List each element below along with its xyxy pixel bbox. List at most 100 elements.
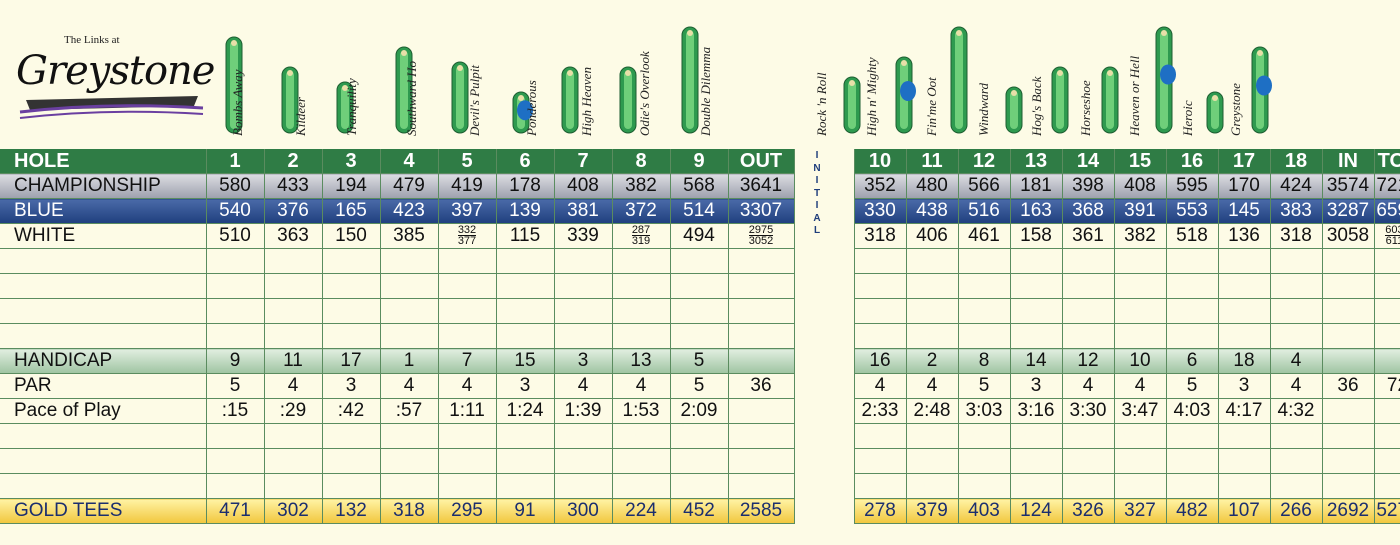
- hole-name: Bombs Away: [230, 69, 245, 136]
- hole-name: Fin'me Oot: [924, 77, 939, 136]
- score-cell: [958, 448, 1011, 474]
- score-cell: 318: [1270, 223, 1323, 249]
- hole-diagram: [276, 65, 304, 140]
- initial-gap: [794, 498, 855, 524]
- score-cell: [264, 323, 323, 349]
- score-cell: 2:33: [854, 398, 907, 424]
- score-cell: 403: [958, 498, 1011, 524]
- score-cell: 3: [322, 373, 381, 399]
- in-cell: 3058: [1322, 223, 1375, 249]
- score-cell: [1374, 448, 1400, 474]
- in-cell: 2692: [1322, 498, 1375, 524]
- score-cell: 4: [554, 373, 613, 399]
- row-blue: BLUE 540 376 165 423 397 139 381 372 514 3307 330 43…: [0, 198, 1400, 224]
- row-handicap: HANDICAP 9 11 17 1 7 15 3 13 5 16 2 8 14 12 10 6 18 4: [0, 348, 1400, 374]
- out-cell: 2585: [728, 498, 795, 524]
- blank-row: [0, 248, 1400, 274]
- score-cell: 381: [554, 198, 613, 224]
- score-cell: [1322, 473, 1375, 499]
- score-cell: 332 377: [438, 223, 497, 249]
- hole-name: Greystone: [1228, 83, 1243, 136]
- hole-name: Horseshoe: [1078, 80, 1093, 136]
- row-white: WHITE 510 363 150 385 332 377 115 339 287 319 494 29…: [0, 223, 1400, 249]
- score-cell: [264, 448, 323, 474]
- score-cell: [322, 273, 381, 299]
- blank-row: [0, 423, 1400, 449]
- score-cell: [1374, 248, 1400, 274]
- score-cell: 4: [264, 373, 323, 399]
- score-cell: [554, 298, 613, 324]
- score-cell: 17: [322, 348, 381, 374]
- score-cell: [1114, 273, 1167, 299]
- score-cell: :15: [206, 398, 265, 424]
- score-cell: [1166, 298, 1219, 324]
- score-cell: [728, 423, 795, 449]
- score-cell: [496, 273, 555, 299]
- score-cell: 12: [1062, 348, 1115, 374]
- score-cell: [906, 298, 959, 324]
- score-cell: [1166, 473, 1219, 499]
- score-cell: [554, 448, 613, 474]
- row-label: Pace of Play: [0, 398, 207, 424]
- score-cell: 10: [854, 149, 907, 174]
- score-cell: [1010, 273, 1063, 299]
- hole-diagram: [1046, 65, 1074, 140]
- score-cell: [1062, 273, 1115, 299]
- score-cell: 368: [1062, 198, 1115, 224]
- score-cell: :42: [322, 398, 381, 424]
- score-cell: [322, 298, 381, 324]
- score-cell: [438, 473, 497, 499]
- score-cell: :57: [380, 398, 439, 424]
- score-cell: 16: [854, 348, 907, 374]
- blank-row: [0, 323, 1400, 349]
- out-cell: 3307: [728, 198, 795, 224]
- score-cell: 4: [854, 373, 907, 399]
- score-cell: [380, 298, 439, 324]
- score-cell: 6: [1166, 348, 1219, 374]
- score-cell: 3:30: [1062, 398, 1115, 424]
- blank-row: [0, 448, 1400, 474]
- score-cell: 540: [206, 198, 265, 224]
- logo-subtitle: The Links at: [64, 34, 120, 46]
- initial-gap: [794, 273, 855, 299]
- score-cell: [496, 473, 555, 499]
- score-cell: [1062, 423, 1115, 449]
- score-cell: 3:16: [1010, 398, 1063, 424]
- in-cell: 3287: [1322, 198, 1375, 224]
- score-cell: [906, 323, 959, 349]
- score-cell: 6: [496, 149, 555, 174]
- hole-name: Southward Ho: [404, 61, 419, 136]
- score-cell: 5: [670, 348, 729, 374]
- score-cell: [958, 248, 1011, 274]
- out-cell: 2975 3052: [728, 223, 795, 249]
- out-cell: [728, 398, 795, 424]
- score-cell: [728, 248, 795, 274]
- score-cell: 194: [322, 173, 381, 199]
- initial-gap: [794, 473, 855, 499]
- score-cell: 14: [1062, 149, 1115, 174]
- score-cell: [1166, 248, 1219, 274]
- score-cell: 518: [1166, 223, 1219, 249]
- score-cell: [612, 273, 671, 299]
- score-cell: 553: [1166, 198, 1219, 224]
- in-cell: [1322, 398, 1375, 424]
- score-cell: [1062, 298, 1115, 324]
- score-cell: 5: [670, 373, 729, 399]
- total-cell: 72: [1374, 373, 1400, 399]
- score-cell: 15: [496, 348, 555, 374]
- score-cell: 8: [612, 149, 671, 174]
- score-cell: [322, 423, 381, 449]
- score-cell: 3: [1010, 373, 1063, 399]
- score-cell: [1166, 448, 1219, 474]
- score-cell: [380, 473, 439, 499]
- hole-diagram: [556, 65, 584, 140]
- score-cell: [1322, 323, 1375, 349]
- row-label: BLUE: [0, 198, 207, 224]
- score-cell: [322, 323, 381, 349]
- score-cell: 4: [1270, 348, 1323, 374]
- score-cell: 18: [1218, 348, 1271, 374]
- score-cell: [612, 323, 671, 349]
- hole-diagram: [1246, 45, 1274, 140]
- score-cell: [438, 423, 497, 449]
- score-cell: [670, 248, 729, 274]
